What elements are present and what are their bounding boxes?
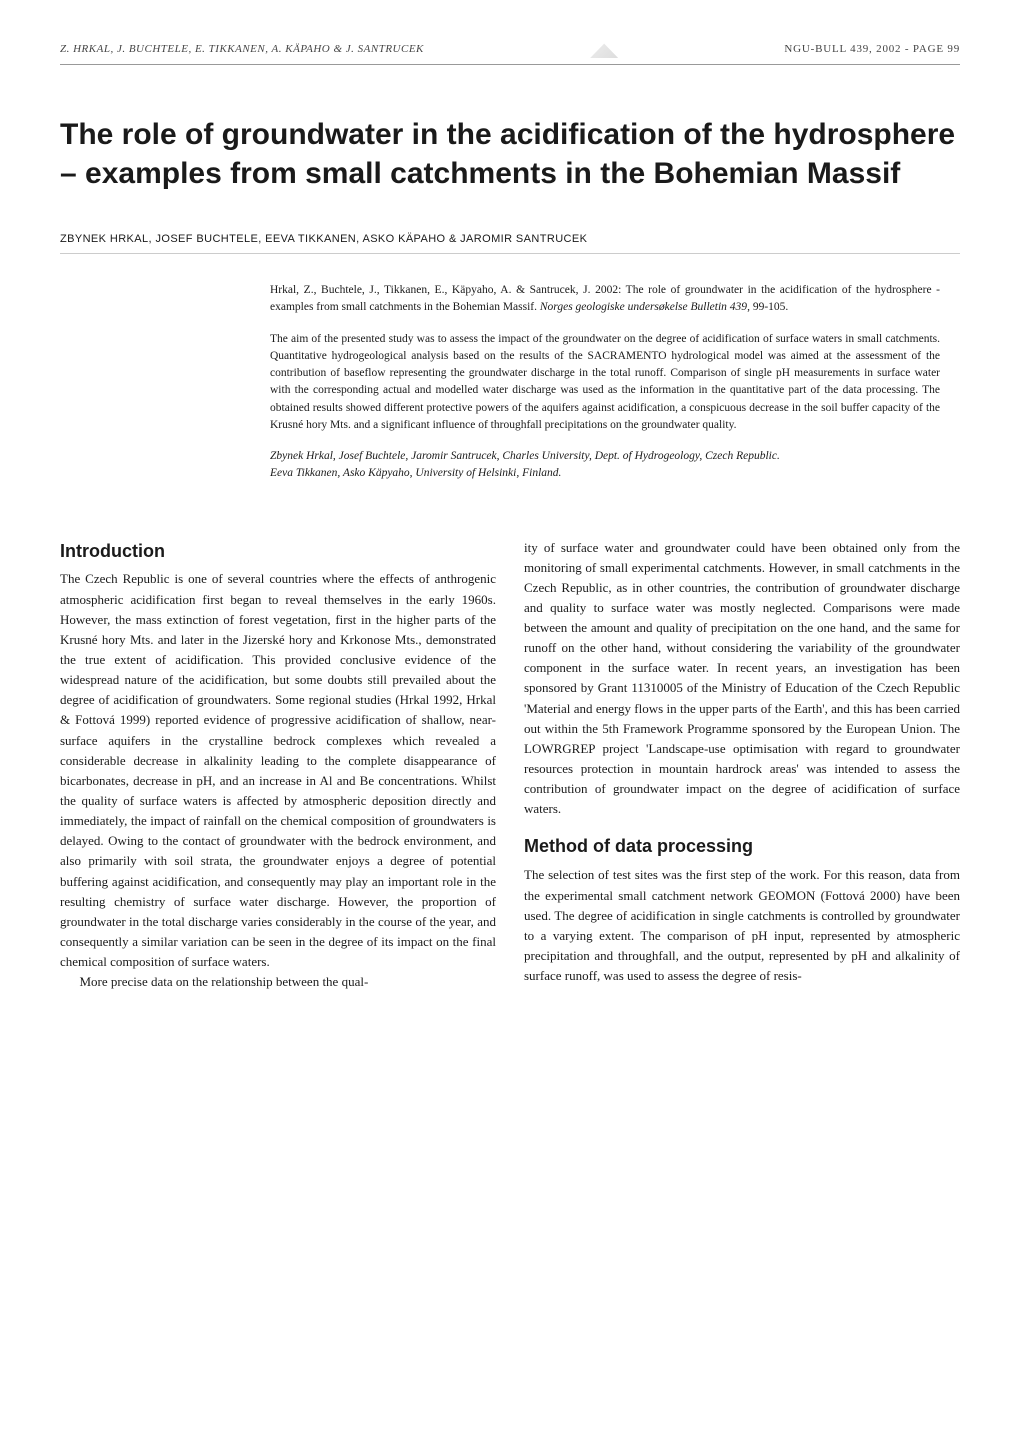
intro-paragraph-1: The Czech Republic is one of several cou… <box>60 569 496 972</box>
column-right: ity of surface water and groundwater cou… <box>524 538 960 993</box>
header-authors: Z. HRKAL, J. BUCHTELE, E. TIKKANEN, A. K… <box>60 43 424 55</box>
article-title: The role of groundwater in the acidifica… <box>60 115 960 193</box>
author-rule <box>60 253 960 254</box>
authors-line: ZBYNEK HRKAL, JOSEF BUCHTELE, EEVA TIKKA… <box>60 233 960 245</box>
abstract-block: Hrkal, Z., Buchtele, J., Tikkanen, E., K… <box>270 282 940 483</box>
running-header: Z. HRKAL, J. BUCHTELE, E. TIKKANEN, A. K… <box>60 40 960 65</box>
header-journal-text: NGU-BULL 439, 2002 - PAGE 99 <box>784 43 960 55</box>
method-heading: Method of data processing <box>524 833 960 861</box>
abstract-citation: Hrkal, Z., Buchtele, J., Tikkanen, E., K… <box>270 282 940 317</box>
column-left: Introduction The Czech Republic is one o… <box>60 538 496 993</box>
method-paragraph-1: The selection of test sites was the firs… <box>524 865 960 986</box>
affiliations: Zbynek Hrkal, Josef Buchtele, Jaromir Sa… <box>270 448 940 483</box>
abstract-body: The aim of the presented study was to as… <box>270 331 940 435</box>
body-columns: Introduction The Czech Republic is one o… <box>60 538 960 993</box>
introduction-heading: Introduction <box>60 538 496 566</box>
col2-continuation: ity of surface water and groundwater cou… <box>524 538 960 820</box>
intro-paragraph-2: More precise data on the relationship be… <box>60 972 496 992</box>
citation-suffix: , 99-105. <box>747 301 788 313</box>
affiliation-1: Zbynek Hrkal, Josef Buchtele, Jaromir Sa… <box>270 450 780 462</box>
header-journal: NGU-BULL 439, 2002 - PAGE 99 <box>784 43 960 55</box>
header-ornament <box>590 40 618 58</box>
citation-journal: Norges geologiske undersøkelse Bulletin … <box>540 301 747 313</box>
affiliation-2: Eeva Tikkanen, Asko Käpyaho, University … <box>270 467 561 479</box>
